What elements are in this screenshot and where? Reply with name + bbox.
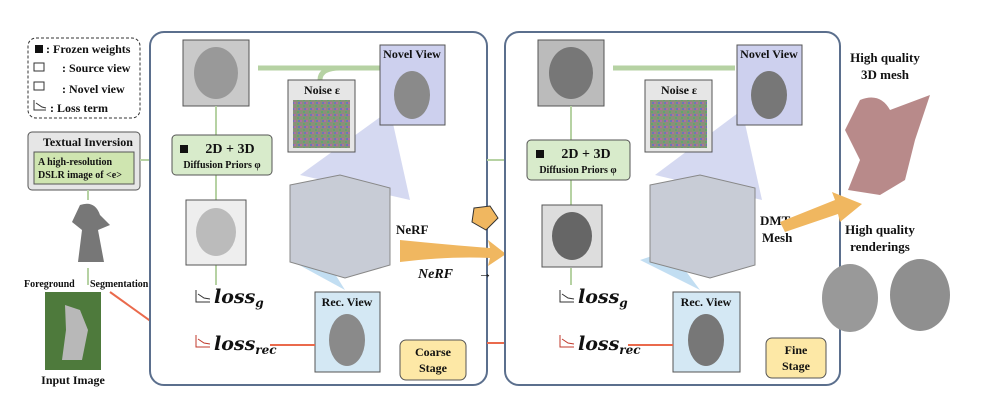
loss-rec: lossrec [214,333,277,357]
icon-loss [33,100,47,111]
legend-novel: : Novel view [62,82,125,96]
transition-from: NeRF [417,267,454,282]
dragon-image [62,305,88,360]
render-output-label: renderings [850,239,910,254]
dragon-sketch [194,47,238,99]
mesh-output-label: 3D mesh [861,67,910,82]
loss-g: lossg [214,286,264,310]
dragon-image [751,71,787,119]
transition-arrow: → [478,267,492,282]
legend-loss: : Loss term [50,101,108,115]
arrow [317,65,341,81]
legend-source: : Source view [62,61,131,75]
prior-box [171,134,273,176]
dragon-sketch [196,208,236,256]
icon-lock [536,150,544,158]
dragon-image [688,314,724,366]
loss-icon [559,335,575,348]
view-frustum [655,110,762,200]
stage-label: Coarse [415,345,452,359]
dragon-image [329,314,365,366]
icon-lock [180,145,188,153]
loss-icon [559,290,575,303]
novel-view-label: Novel View [740,47,798,61]
text-part: loss [578,286,620,308]
icon-camera [33,81,45,91]
big-arrow [780,192,862,232]
loss-icon [195,290,211,303]
loss-rec: lossrec [578,333,641,357]
mesh-output-label: High quality [850,50,920,65]
noise-label: Noise ε [304,83,340,97]
prior-label: 2D + 3D [561,147,610,162]
prior-box [526,139,631,181]
prompt: DSLR image of <e> [38,170,122,181]
dmtet-cube [649,174,756,279]
text-part: g [619,296,627,310]
novel-view-label: Novel View [383,47,441,61]
stage-label: Stage [419,361,448,375]
nerf-label: NeRF [396,222,429,237]
prior-label: 2D + 3D [205,142,254,157]
stage-label: Stage [782,359,811,373]
icon-lock [35,45,43,53]
foreground-label: Foreground [24,279,75,290]
render-output-label: High quality [845,222,915,237]
textual-inversion: Textual Inversion [43,135,133,149]
noise-label: Noise ε [661,83,697,97]
stage-box [765,337,827,379]
segmentation-label: Segmentation [90,279,149,290]
dragon-image [72,203,110,262]
big-arrow [400,240,506,266]
stage-box [399,339,467,381]
text-part: loss [214,333,256,355]
text-part: rec [255,343,277,357]
text-part: loss [214,286,256,308]
render-image [822,264,878,332]
rec-view-label: Rec. View [322,295,373,309]
loss-icon [195,335,211,348]
rec-view-label: Rec. View [681,295,732,309]
noise-image [293,100,350,148]
legend-frozen: : Frozen weights [46,42,131,56]
mesh-icon [471,205,499,231]
prior-label: Diffusion Priors φ [539,165,616,176]
mesh-image [845,95,930,195]
input-caption: Input Image [41,373,105,387]
text-part: loss [578,333,620,355]
loss-g: lossg [578,286,628,310]
prior-label: Diffusion Priors φ [183,160,260,171]
render-image [890,259,950,331]
text-part: g [255,296,263,310]
dragon-image [552,212,592,260]
nerf-cube [289,174,391,279]
dragon-image [549,47,593,99]
dragon-image [394,71,430,119]
prompt: A high-resolution [38,157,112,168]
legend-box [27,37,141,119]
prompt-box [33,151,135,185]
stage-label: Fine [785,343,808,357]
text-part: rec [619,343,641,357]
noise-image [650,100,707,148]
dmtet-label: Mesh [762,230,793,245]
icon-camera [33,62,45,72]
